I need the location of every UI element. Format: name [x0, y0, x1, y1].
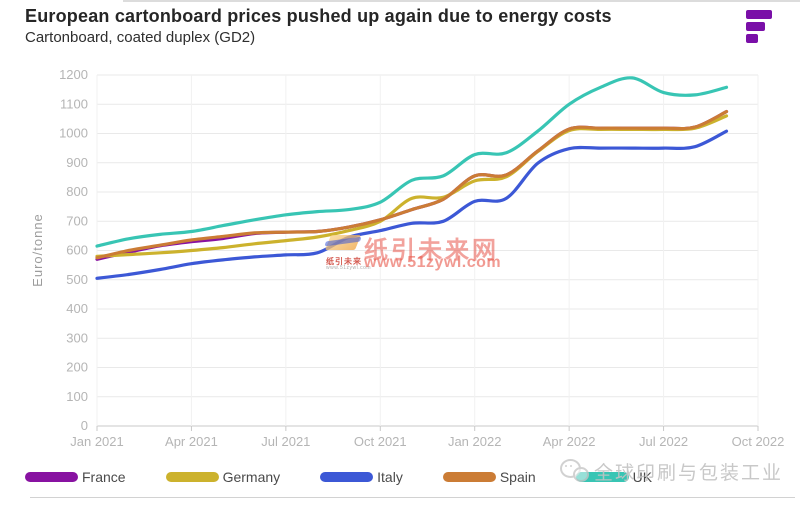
- legend-swatch-italy: [320, 472, 374, 482]
- chart-legend: France Germany Italy Spain UK: [25, 468, 692, 486]
- legend-label-uk: UK: [632, 469, 653, 485]
- logo-bar-top: [746, 10, 772, 19]
- fastmarkets-logo: [746, 10, 776, 44]
- legend-label-germany: Germany: [222, 469, 281, 485]
- legend-item-france: France: [25, 469, 126, 485]
- x-tick-label: Jul 2021: [261, 434, 310, 449]
- legend-item-germany: Germany: [165, 469, 281, 485]
- x-tick-label: Oct 2022: [732, 434, 785, 449]
- series-line-uk: [95, 76, 729, 248]
- legend-swatch-germany: [165, 472, 219, 482]
- top-divider: [123, 0, 800, 2]
- y-tick-label: 600: [66, 243, 88, 258]
- series-line-spain: [95, 110, 729, 260]
- page-title: European cartonboard prices pushed up ag…: [25, 6, 612, 26]
- y-tick-label: 800: [66, 184, 88, 199]
- y-tick-label: 0: [81, 418, 88, 433]
- x-tick-label: Jan 2021: [70, 434, 124, 449]
- y-tick-label: 700: [66, 213, 88, 228]
- legend-swatch-spain: [442, 472, 496, 482]
- y-tick-label: 1200: [59, 67, 88, 82]
- y-axis-title: Euro/tonne: [30, 213, 45, 287]
- y-tick-label: 400: [66, 301, 88, 316]
- y-tick-label: 300: [66, 330, 88, 345]
- x-tick-label: Jul 2022: [639, 434, 688, 449]
- legend-swatch-uk: [575, 472, 629, 482]
- legend-item-uk: UK: [575, 469, 653, 485]
- y-tick-label: 100: [66, 389, 88, 404]
- footer-divider: [30, 497, 795, 498]
- y-tick-label: 1000: [59, 126, 88, 141]
- page-subtitle: Cartonboard, coated duplex (GD2): [25, 29, 256, 46]
- x-tick-label: Apr 2022: [543, 434, 596, 449]
- logo-bar-bottom: [746, 34, 758, 43]
- x-tick-label: Jan 2022: [448, 434, 502, 449]
- y-tick-label: 200: [66, 360, 88, 375]
- logo-bar-middle: [746, 22, 765, 31]
- legend-item-spain: Spain: [442, 469, 536, 485]
- series-line-italy: [95, 129, 729, 280]
- legend-item-italy: Italy: [320, 469, 403, 485]
- legend-label-spain: Spain: [499, 469, 536, 485]
- y-tick-label: 1100: [60, 96, 88, 111]
- x-tick-label: Oct 2021: [354, 434, 407, 449]
- x-tick-label: Apr 2021: [165, 434, 218, 449]
- legend-swatch-france: [25, 472, 78, 482]
- legend-label-italy: Italy: [377, 469, 403, 485]
- legend-label-france: France: [82, 469, 126, 485]
- y-tick-label: 900: [66, 155, 88, 170]
- y-tick-label: 500: [66, 272, 88, 287]
